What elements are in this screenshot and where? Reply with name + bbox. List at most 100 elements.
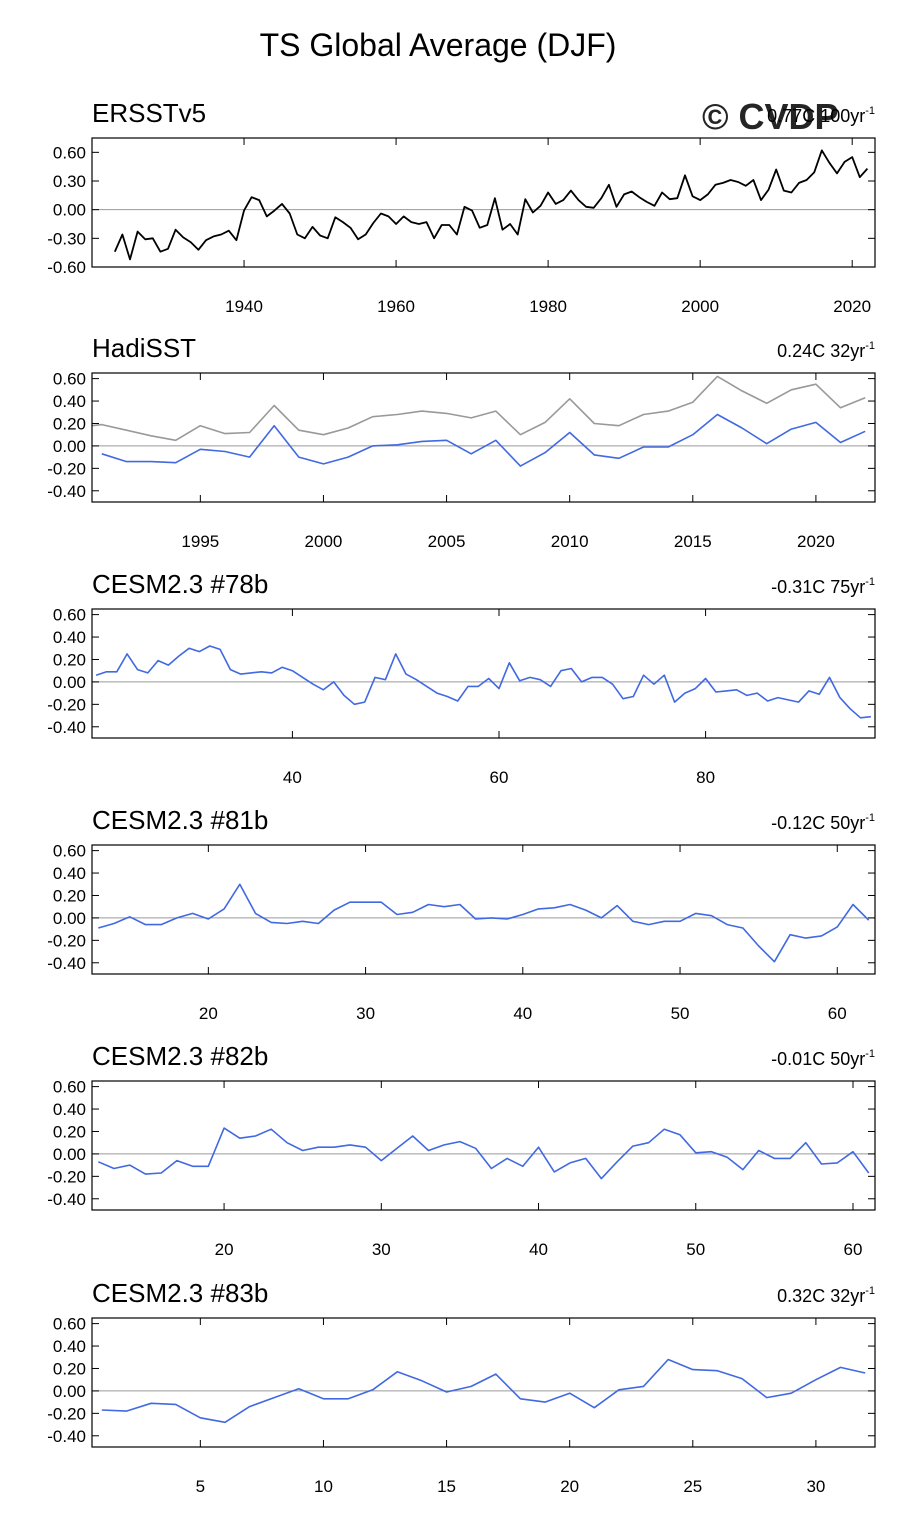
panel-6-xtick-label: 25: [683, 1477, 702, 1496]
panel-2-ytick-label: 0.60: [53, 370, 86, 389]
panel-5-trend-value: -0.01C 50yr: [771, 1049, 865, 1069]
panel-6-ytick-label: 0.20: [53, 1359, 86, 1378]
panel-5-xtick-label: 50: [686, 1240, 705, 1259]
panel-3-frame: [91, 608, 876, 739]
panel-6-xtick-label: 20: [560, 1477, 579, 1496]
panel-3-ytick-label: -0.20: [47, 695, 86, 714]
panel-4-ytick-label: -0.40: [47, 954, 86, 973]
panel-4-ytick-label: 0.60: [53, 842, 86, 861]
panel-5: CESM2.3 #82b -0.01C 50yr-1 -0.40 -0.20 0.00 0…: [47, 1041, 876, 1259]
panel-4-trend-value: -0.12C 50yr: [771, 813, 865, 833]
panel-2-title: HadiSST: [92, 333, 196, 363]
panel-2-xtick-label: 2020: [797, 532, 835, 551]
panel-6-frame: [91, 1317, 876, 1448]
panel-5-ytick-label: 0.00: [53, 1145, 86, 1164]
panel-2-series-1-line: [91, 375, 866, 442]
panel-1-trend-label: 0.77C 100yr-1: [767, 105, 875, 126]
panel-1-frame: [91, 137, 876, 268]
panel-1-ytick-label: -0.60: [47, 258, 86, 277]
panel-4: CESM2.3 #81b -0.12C 50yr-1 -0.40 -0.20 0.00 0…: [47, 805, 876, 1023]
panel-5-title: CESM2.3 #82b: [92, 1041, 268, 1071]
panel-1-ytick-label: 0.60: [53, 143, 86, 162]
panel-5-xtick-label: 30: [372, 1240, 391, 1259]
panel-1-xtick-label: 2000: [681, 297, 719, 316]
panel-3-title: CESM2.3 #78b: [92, 569, 268, 599]
panel-6-xtick-label: 15: [437, 1477, 456, 1496]
panel-4-ytick-label: 0.00: [53, 909, 86, 928]
panel-3-trend-exponent: -1: [865, 576, 875, 588]
panel-4-trend-exponent: -1: [865, 812, 875, 824]
panel-2-ytick-label: -0.40: [47, 482, 86, 501]
panel-3-ytick-label: 0.00: [53, 673, 86, 692]
panel-2-xtick-label: 2015: [674, 532, 712, 551]
panel-1-trend-value: 0.77C 100yr: [767, 106, 865, 126]
panel-1-xtick-label: 1980: [529, 297, 567, 316]
panel-2-ytick-label: 0.20: [53, 414, 86, 433]
panel-3-trend-value: -0.31C 75yr: [771, 577, 865, 597]
panel-6-title: CESM2.3 #83b: [92, 1278, 268, 1308]
panel-3-ytick-label: 0.40: [53, 628, 86, 647]
panel-4-title: CESM2.3 #81b: [92, 805, 268, 835]
figure-title: TS Global Average (DJF): [260, 27, 617, 63]
panel-1-ytick-label: 0.00: [53, 201, 86, 220]
panel-6-ytick-label: -0.20: [47, 1404, 86, 1423]
panel-6-ytick-label: -0.40: [47, 1427, 86, 1446]
panel-3: CESM2.3 #78b -0.31C 75yr-1 -0.40 -0.20 0.00 0…: [47, 569, 876, 787]
panel-2-series-2-line: [101, 413, 866, 467]
panel-2-trend-exponent: -1: [865, 340, 875, 352]
panel-4-frame: [91, 844, 876, 975]
panel-1-xtick-label: 2020: [833, 297, 871, 316]
panel-1-series-1-line: [113, 149, 869, 261]
panel-1-xtick-label: 1940: [225, 297, 263, 316]
panel-1-xtick-label: 1960: [377, 297, 415, 316]
panel-2-xtick-label: 2010: [551, 532, 589, 551]
panel-3-xtick-label: 40: [283, 768, 302, 787]
panel-1-ytick-label: 0.30: [53, 172, 86, 191]
panel-5-ytick-label: 0.40: [53, 1100, 86, 1119]
panel-4-ytick-label: -0.20: [47, 931, 86, 950]
panel-3-xtick-label: 80: [696, 768, 715, 787]
panel-2-frame: [91, 372, 876, 503]
panel-6-ytick-label: 0.40: [53, 1337, 86, 1356]
panel-4-xtick-label: 30: [356, 1004, 375, 1023]
panel-5-xtick-label: 20: [215, 1240, 234, 1259]
panel-5-trend-exponent: -1: [865, 1048, 875, 1060]
panel-4-trend-label: -0.12C 50yr-1: [771, 812, 875, 833]
panel-4-xtick-label: 50: [671, 1004, 690, 1023]
panels-container: ERSSTv5 0.77C 100yr-1-0.60-0.300.000.300.…: [47, 98, 876, 1496]
panel-2-trend-label: 0.24C 32yr-1: [777, 340, 875, 361]
panel-1-title: ERSSTv5: [92, 98, 206, 128]
panel-2-ytick-label: -0.20: [47, 459, 86, 478]
panel-1-trend-exponent: -1: [865, 105, 875, 117]
panel-6-xtick-label: 10: [314, 1477, 333, 1496]
panel-2: HadiSST 0.24C 32yr-1 -0.40 -0.20 0.00 0.20 0.4…: [47, 333, 876, 551]
panel-4-series-1-line: [98, 883, 870, 963]
panel-5-ytick-label: -0.20: [47, 1167, 86, 1186]
panel-5-xtick-label: 40: [529, 1240, 548, 1259]
panel-3-trend-label: -0.31C 75yr-1: [771, 576, 875, 597]
panel-2-xtick-label: 2005: [428, 532, 466, 551]
panel-3-series-1-line: [95, 645, 871, 719]
panel-4-xtick-label: 40: [513, 1004, 532, 1023]
panel-1: ERSSTv5 0.77C 100yr-1 -0.60 -0.30 0.00 0.30 0.…: [47, 98, 876, 316]
panel-5-xtick-label: 60: [844, 1240, 863, 1259]
panel-6: CESM2.3 #83b 0.32C 32yr-1 -0.40 -0.20 0.00 0.…: [47, 1278, 876, 1496]
panel-5-frame: [91, 1080, 876, 1211]
panel-6-trend-label: 0.32C 32yr-1: [777, 1285, 875, 1306]
panel-6-ytick-label: 0.60: [53, 1315, 86, 1334]
panel-6-xtick-label: 5: [196, 1477, 205, 1496]
panel-2-ytick-label: 0.40: [53, 392, 86, 411]
panel-5-trend-label: -0.01C 50yr-1: [771, 1048, 875, 1069]
panel-6-ytick-label: 0.00: [53, 1382, 86, 1401]
panel-2-trend-value: 0.24C 32yr: [777, 341, 865, 361]
panel-3-ytick-label: -0.40: [47, 718, 86, 737]
panel-2-xtick-label: 1995: [181, 532, 219, 551]
panel-4-ytick-label: 0.20: [53, 886, 86, 905]
panel-6-xtick-label: 30: [806, 1477, 825, 1496]
panel-3-ytick-label: 0.60: [53, 606, 86, 625]
panel-6-trend-value: 0.32C 32yr: [777, 1286, 865, 1306]
panel-1-ytick-label: -0.30: [47, 229, 86, 248]
panel-2-xtick-label: 2000: [305, 532, 343, 551]
panel-2-ytick-label: 0.00: [53, 437, 86, 456]
